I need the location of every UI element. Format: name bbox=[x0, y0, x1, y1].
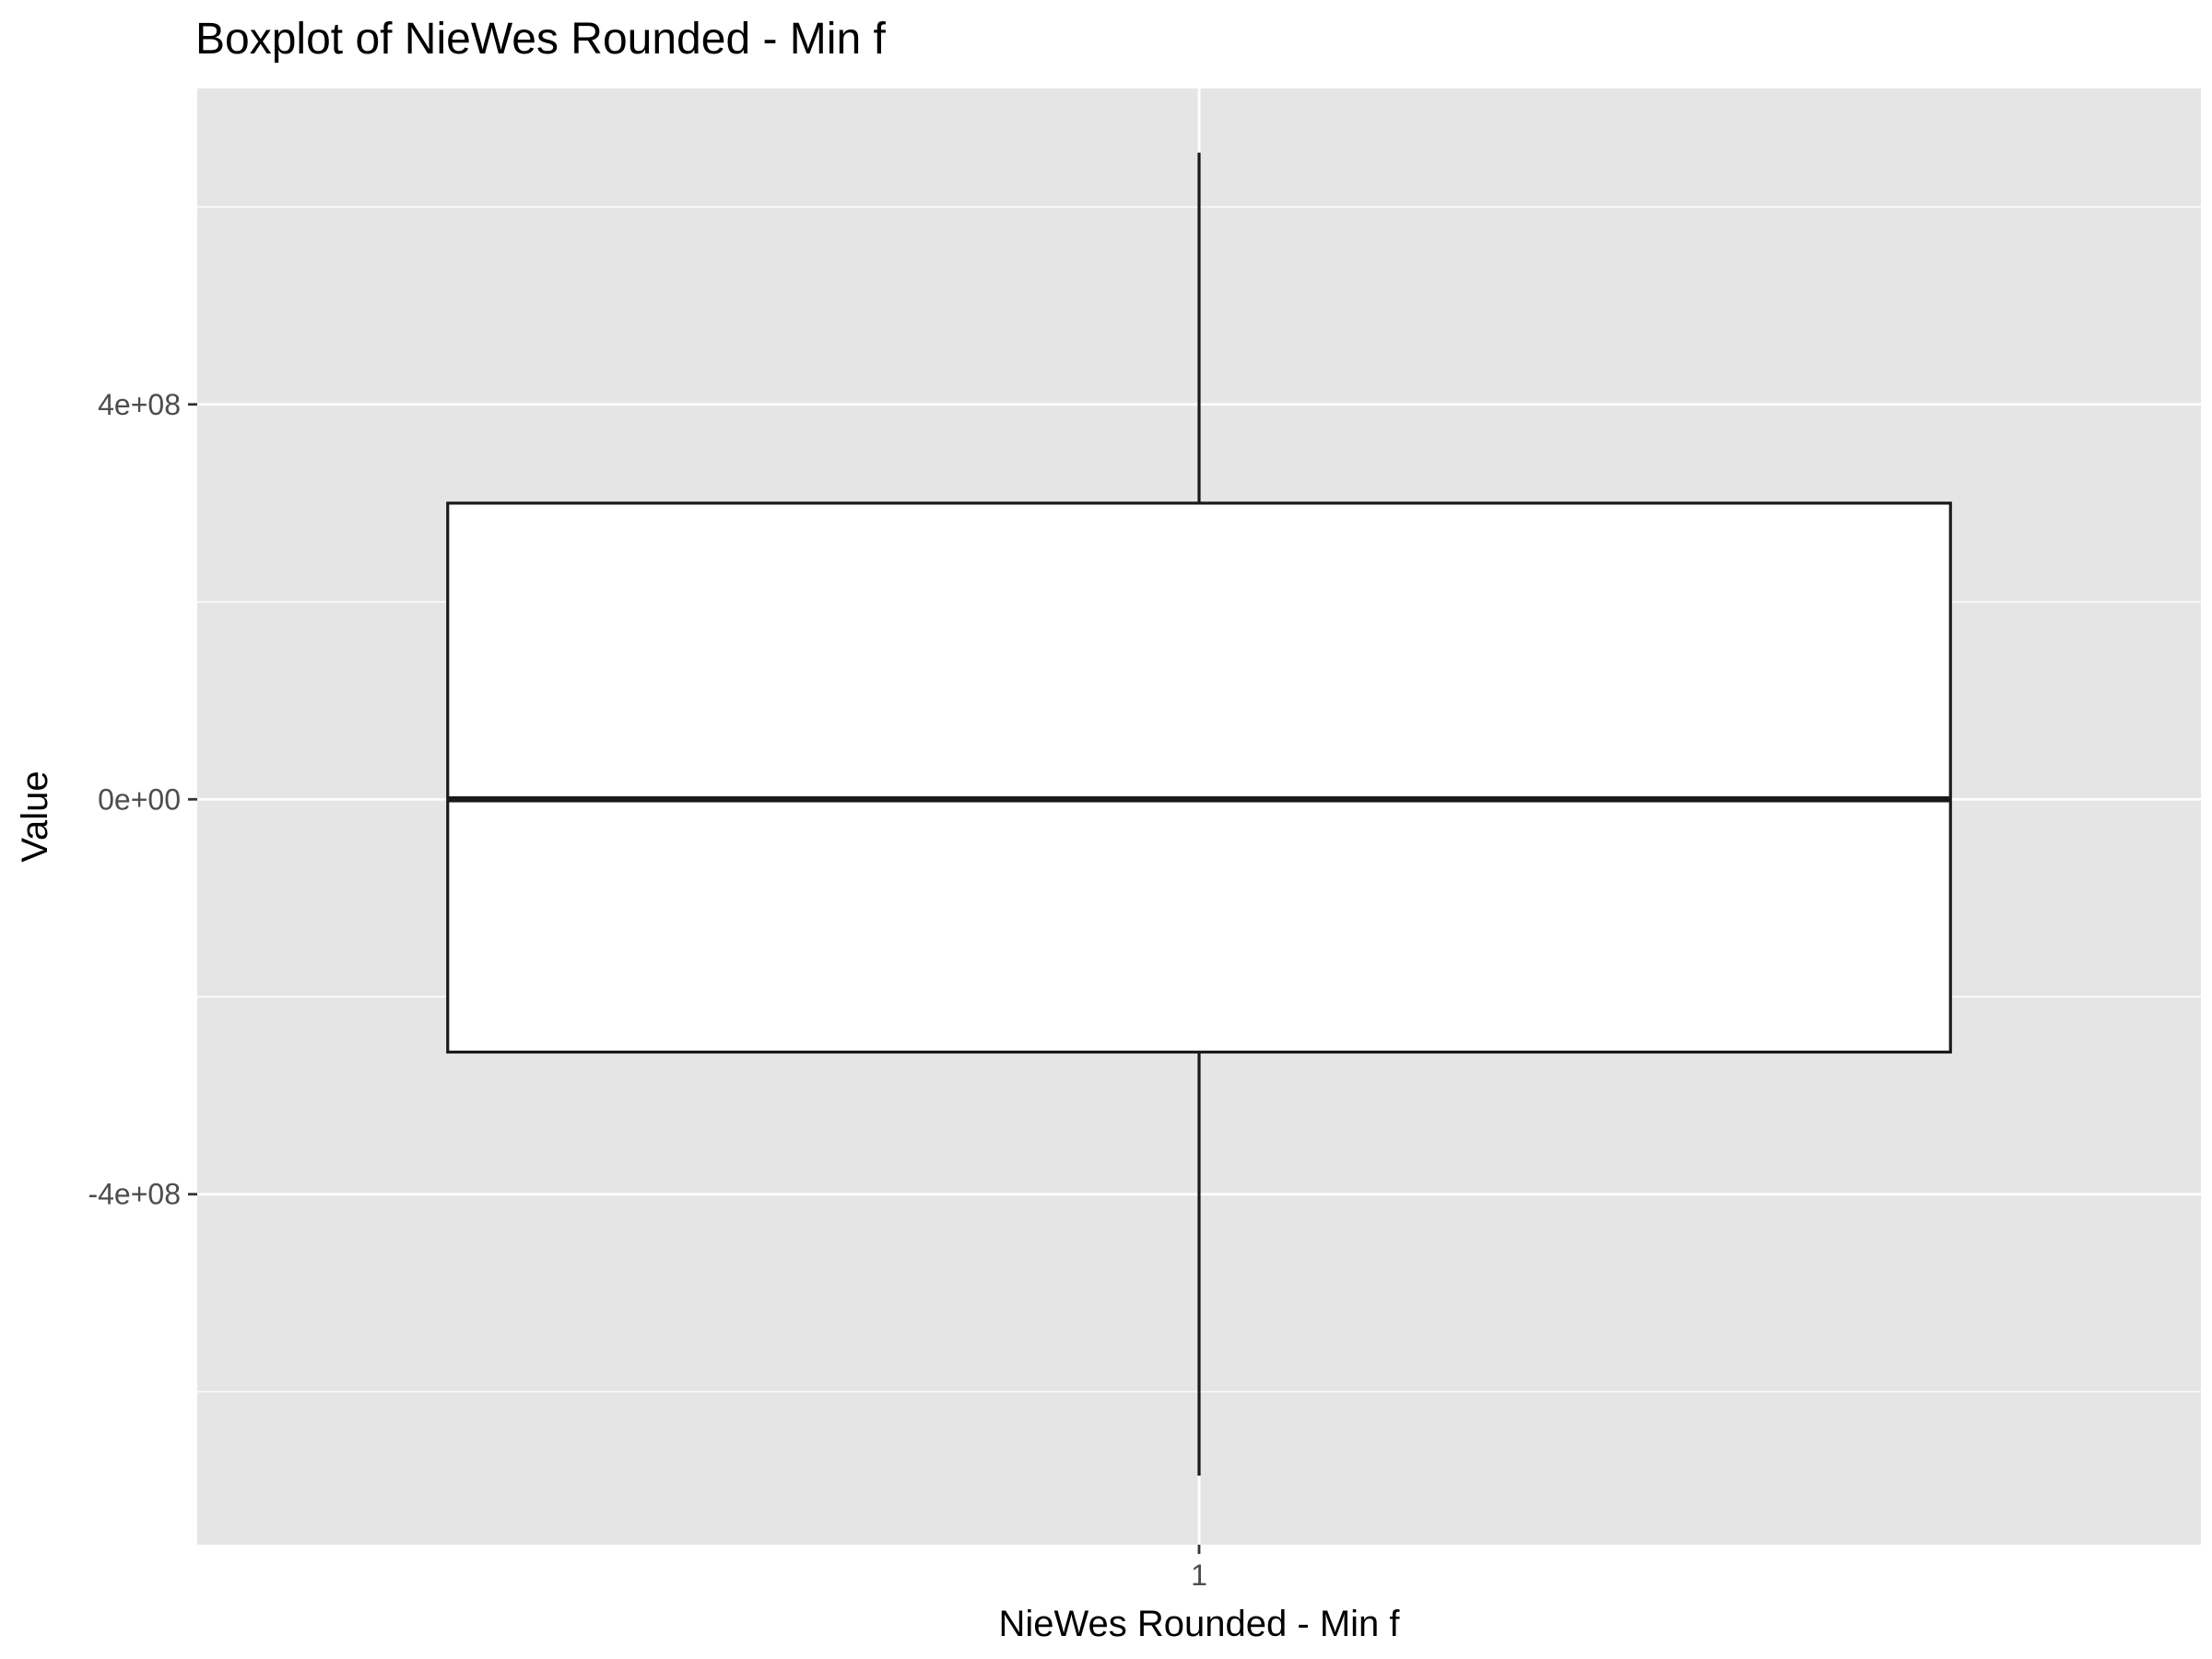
y-tick-label: 0e+00 bbox=[98, 782, 181, 816]
x-axis: 1 bbox=[1191, 1545, 1207, 1592]
iqr-box bbox=[446, 501, 1952, 1054]
x-axis-title: NieWes Rounded - Min f bbox=[999, 1604, 1401, 1644]
box-layer bbox=[446, 152, 1952, 1477]
chart-title: Boxplot of NieWes Rounded - Min f bbox=[195, 15, 886, 64]
y-axis-title: Value bbox=[15, 771, 55, 862]
y-axis: -4e+08 0e+00 4e+08 bbox=[88, 388, 197, 1211]
y-tick-label: 4e+08 bbox=[98, 388, 181, 421]
box-1 bbox=[446, 152, 1952, 1477]
x-tick-label: 1 bbox=[1191, 1559, 1207, 1592]
y-tick-label: -4e+08 bbox=[88, 1178, 181, 1211]
